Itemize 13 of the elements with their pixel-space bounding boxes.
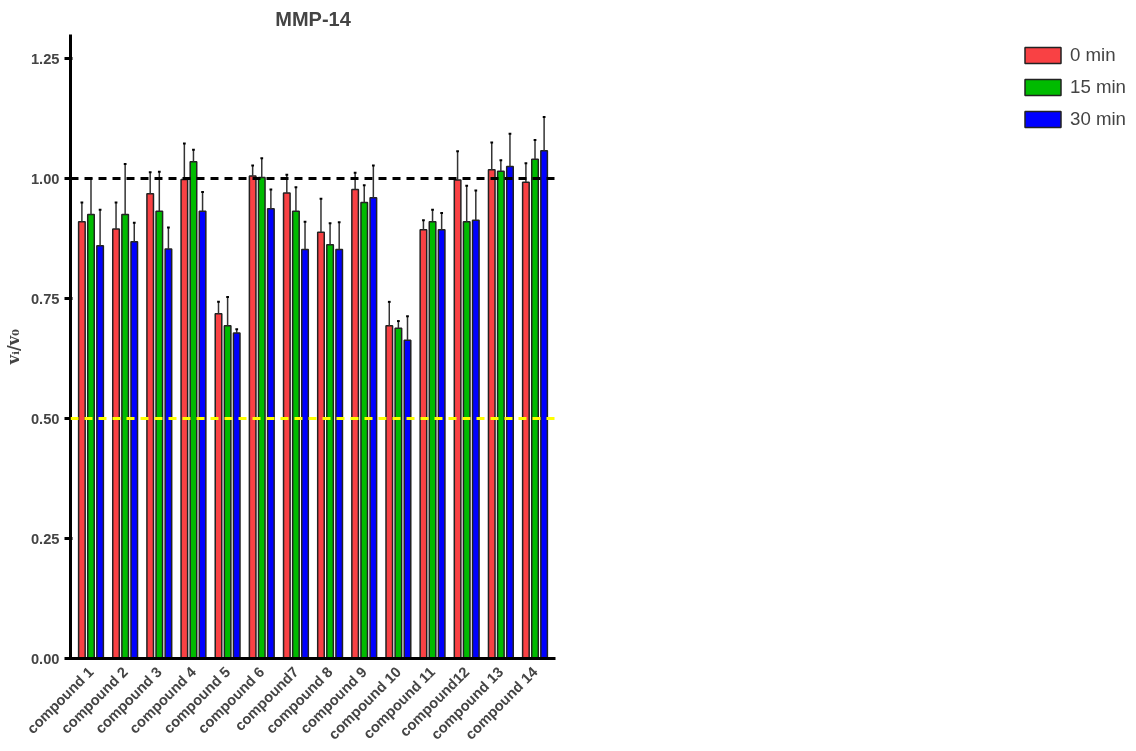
legend-label: 15 min (1070, 76, 1126, 98)
y-tick-label: 0.00 (30, 650, 60, 667)
y-tick-label: 0.50 (30, 410, 60, 427)
chart-title: MMP-14 (275, 7, 352, 30)
y-axis-title: vᵢ/v₀ (3, 328, 23, 366)
bar (419, 229, 428, 659)
y-tick-label: 1.25 (30, 50, 60, 67)
bar (198, 210, 207, 659)
y-tick-label: 1.00 (30, 170, 60, 187)
y-tick-label: 0.25 (30, 530, 60, 547)
legend-label: 30 min (1070, 108, 1126, 130)
legend-label: 0 min (1070, 44, 1116, 66)
y-tick-label: 0.75 (30, 290, 60, 307)
